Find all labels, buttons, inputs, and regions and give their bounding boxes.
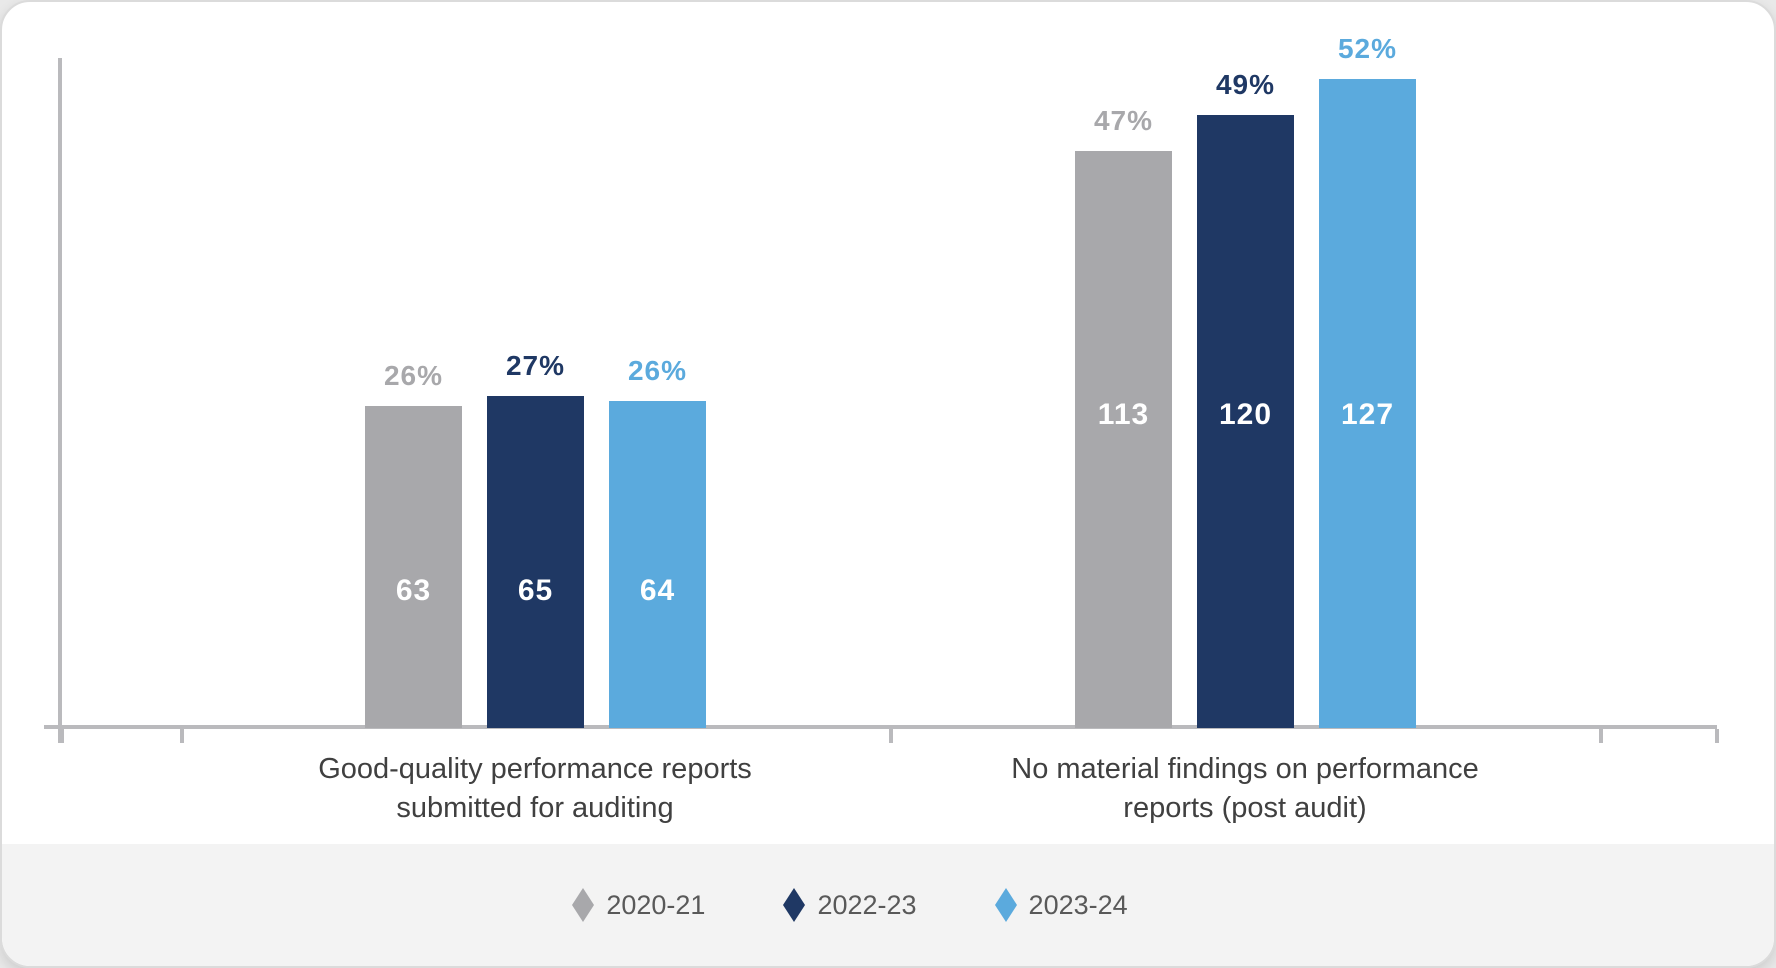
category-label-2: No material findings on performance repo… [925,750,1565,828]
bar-value-label: 63 [395,574,432,607]
bar-value-label: 65 [517,574,554,607]
bar-value-label: 64 [639,574,676,607]
category-label-1-line-2: submitted for auditing [396,792,674,824]
legend-diamond-icon [994,888,1017,922]
legend-diamond-icon [572,888,595,922]
legend-item-2022-23: 2022-23 [783,888,917,922]
bar-percent-label: 26% [383,360,444,391]
bar-percent-label: 27% [505,350,566,381]
x-axis-tick-1 [60,729,64,743]
x-axis-tick-3 [889,729,893,743]
bar-percent-label: 47% [1093,105,1154,136]
bar-2023-24-category-2 [1319,79,1416,728]
x-axis-line [44,725,1717,729]
legend-item-2020-21: 2020-21 [572,888,705,922]
bar-2020-21-category-2 [1075,151,1172,728]
category-label-1-line-1: Good-quality performance reports [318,753,752,785]
y-axis-line [58,58,62,743]
legend-label: 2022-23 [817,889,917,920]
legend: 2020-21 2022-23 2023-24 [572,888,1128,922]
bar-2022-23-category-1 [487,396,584,728]
category-label-1: Good-quality performance reports submitt… [215,750,855,828]
legend-item-2023-24: 2023-24 [994,888,1128,922]
bar-2022-23-category-2 [1197,115,1294,728]
legend-label: 2020-21 [606,889,706,920]
bar-percent-label: 52% [1337,33,1398,64]
x-axis-tick-4 [1599,729,1603,743]
bar-value-label: 120 [1218,398,1273,431]
legend-band: 2020-21 2022-23 2023-24 [2,844,1774,966]
category-label-2-line-1: No material findings on performance [1011,753,1479,785]
bar-2023-24-category-1 [609,401,706,728]
legend-label: 2023-24 [1028,889,1128,920]
legend-diamond-icon [783,888,806,922]
category-label-2-line-2: reports (post audit) [1123,792,1367,824]
x-axis-tick-2 [180,729,184,743]
bar-value-label: 127 [1340,398,1395,431]
x-axis-tick-5 [1715,729,1719,743]
bar-percent-label: 49% [1215,69,1276,100]
bar-value-label: 113 [1097,398,1150,431]
bar-2020-21-category-1 [365,406,462,728]
plot-area: 63 26% 113 47% 65 27% 120 49% 64 26% 127 52% [2,2,1774,848]
bar-percent-label: 26% [627,355,688,386]
